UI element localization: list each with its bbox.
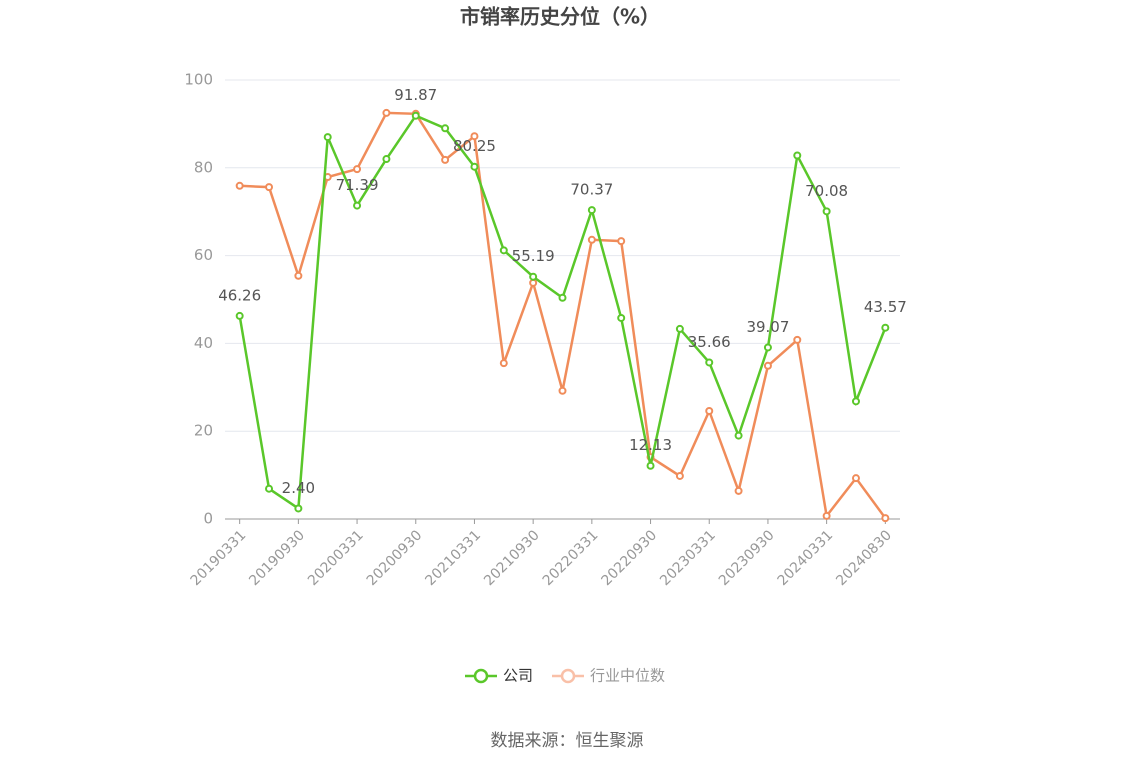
- source: 数据来源：恒生聚源: [491, 731, 644, 751]
- data-point: [587, 206, 596, 215]
- data-point: [470, 162, 479, 171]
- data-point: [265, 484, 274, 493]
- data-point: [734, 431, 743, 440]
- y-tick-label: 100: [184, 71, 213, 89]
- legend-label: 行业中位数: [590, 667, 665, 685]
- data-point: [675, 471, 684, 480]
- y-tick-label: 20: [194, 422, 213, 440]
- data-point: [441, 155, 450, 164]
- data-label: 70.37: [570, 181, 613, 199]
- data-label: 46.26: [218, 286, 261, 304]
- legend-label: 公司: [503, 667, 533, 685]
- x-tick-label: 20210930: [481, 527, 543, 589]
- data-point: [529, 278, 538, 287]
- data-point: [793, 335, 802, 344]
- data-label: 43.57: [864, 298, 907, 316]
- data-point: [382, 108, 391, 117]
- data-point: [558, 386, 567, 395]
- data-point: [411, 111, 420, 120]
- chart-title: 市销率历史分位（%）: [460, 5, 660, 29]
- data-point: [294, 504, 303, 513]
- data-point: [353, 201, 362, 210]
- data-point: [294, 271, 303, 280]
- data-label: 12.13: [629, 436, 672, 454]
- data-point: [617, 237, 626, 246]
- x-tick-label: 20240331: [775, 527, 837, 589]
- data-point: [705, 407, 714, 416]
- legend-item: 行业中位数: [552, 667, 665, 685]
- data-point: [763, 361, 772, 370]
- legend-marker: [473, 668, 489, 684]
- data-point: [851, 397, 860, 406]
- x-tick-label: 20190331: [188, 527, 250, 589]
- y-tick-label: 60: [194, 246, 213, 264]
- data-point: [675, 324, 684, 333]
- x-tick-label: 20220930: [598, 527, 660, 589]
- data-point: [235, 181, 244, 190]
- data-point: [499, 359, 508, 368]
- data-point: [587, 235, 596, 244]
- data-point: [265, 183, 274, 192]
- y-tick-label: 80: [194, 158, 213, 176]
- data-point: [763, 343, 772, 352]
- legend-marker: [560, 668, 576, 684]
- x-tick-label: 20200930: [364, 527, 426, 589]
- data-point: [822, 207, 831, 216]
- x-tick-label: 20230331: [657, 527, 719, 589]
- data-label: 2.40: [282, 479, 315, 497]
- data-label: 80.25: [453, 137, 496, 155]
- data-point: [235, 311, 244, 320]
- data-point: [382, 155, 391, 164]
- data-point: [323, 133, 332, 142]
- series-line: [239, 111, 887, 519]
- data-point: [881, 514, 890, 523]
- data-point: [441, 124, 450, 133]
- data-label: 71.39: [336, 176, 379, 194]
- data-point: [881, 323, 890, 332]
- data-label: 70.08: [805, 182, 848, 200]
- data-point: [529, 272, 538, 281]
- data-point: [499, 246, 508, 255]
- data-point: [705, 358, 714, 367]
- x-tick-label: 20230930: [716, 527, 778, 589]
- data-label: 55.19: [512, 247, 555, 265]
- data-point: [734, 486, 743, 495]
- data-point: [851, 474, 860, 483]
- data-point: [558, 293, 567, 302]
- data-point: [793, 151, 802, 160]
- y-tick-label: 0: [203, 510, 213, 528]
- data-point: [646, 461, 655, 470]
- data-label: 91.87: [394, 86, 437, 104]
- data-point: [617, 313, 626, 322]
- x-tick-label: 20200331: [305, 527, 367, 589]
- data-point: [470, 132, 479, 141]
- data-label: 35.66: [688, 333, 731, 351]
- x-tick-label: 20220331: [540, 527, 602, 589]
- data-label: 39.07: [746, 318, 789, 336]
- x-tick-label: 20240830: [833, 527, 895, 589]
- data-point: [353, 165, 362, 174]
- x-tick-label: 20210331: [422, 527, 484, 589]
- x-tick-label: 20190930: [246, 527, 308, 589]
- data-point: [822, 511, 831, 520]
- y-tick-label: 40: [194, 334, 213, 352]
- legend-item: 公司: [465, 667, 533, 685]
